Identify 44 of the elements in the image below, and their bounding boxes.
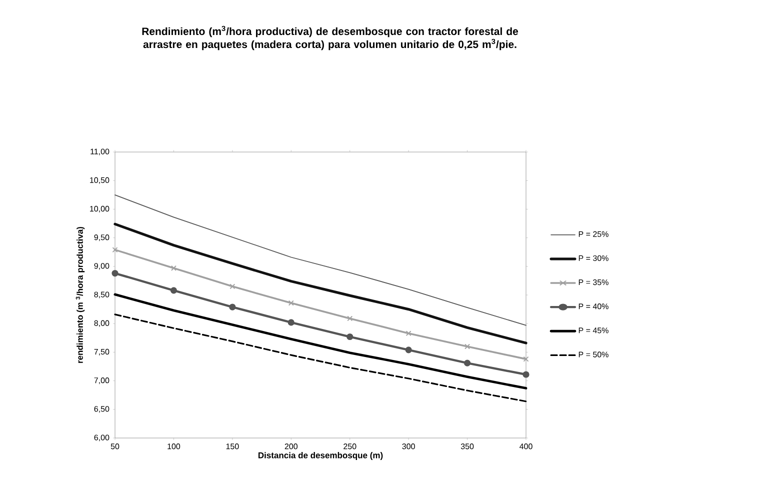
y-tick-label: 6,00 — [94, 434, 110, 442]
x-axis-title: Distancia de desembosque (m) — [258, 452, 383, 460]
y-tick-label: 8,00 — [94, 320, 110, 327]
y-tick-label: 10,50 — [90, 177, 110, 184]
legend-label: P = 50% — [578, 352, 608, 358]
point — [522, 371, 530, 378]
line-series — [114, 222, 528, 344]
point — [288, 300, 294, 306]
chart-title: Rendimiento (m$^{3}$/hora productiva) de desembosque con tractor forestal de arrastre en paquetes (madera corta) para volumen unitario de 0,25 m$^{3}$/pie. — [142, 26, 518, 50]
x-tick-label: 200 — [284, 444, 298, 450]
legend-label: P = 45% — [578, 328, 608, 334]
point — [288, 319, 294, 326]
y-tick-label: 7,00 — [94, 378, 110, 384]
legend-label: P = 25% — [578, 231, 608, 237]
point — [229, 304, 236, 310]
y-tick-label: 11,00 — [90, 148, 110, 156]
y-axis-title: rendimiento (m $^{3}$/hora productiva) — [76, 226, 85, 363]
x-tick-label: 50 — [110, 444, 120, 450]
y-tick-label: 7,50 — [94, 348, 110, 356]
point — [230, 284, 235, 289]
x-tick-label: 150 — [226, 444, 239, 450]
point — [406, 330, 412, 336]
point — [464, 344, 470, 349]
x-tick-label: 350 — [460, 444, 474, 450]
legend-label: P = 40% — [578, 304, 608, 310]
x-tick-label: 400 — [520, 444, 532, 450]
line-series — [114, 314, 527, 402]
x-tick-label: 250 — [344, 444, 356, 450]
y-tick-label: 8,50 — [94, 292, 110, 298]
point — [170, 287, 178, 294]
point — [171, 266, 176, 271]
legend-label: P = 35% — [578, 279, 608, 286]
y-tick-label: 6,50 — [94, 406, 110, 413]
x-tick-label: 100 — [168, 444, 180, 450]
y-tick-label: 9,00 — [94, 263, 110, 270]
point — [346, 333, 354, 340]
point — [112, 270, 118, 277]
legend-label: P = 30% — [578, 255, 608, 262]
point — [347, 316, 352, 321]
y-tick-label: 9,50 — [94, 234, 110, 242]
point — [405, 346, 412, 354]
point — [464, 360, 471, 366]
x-tick-label: 300 — [402, 444, 415, 450]
y-tick-label: 10,00 — [90, 206, 110, 212]
